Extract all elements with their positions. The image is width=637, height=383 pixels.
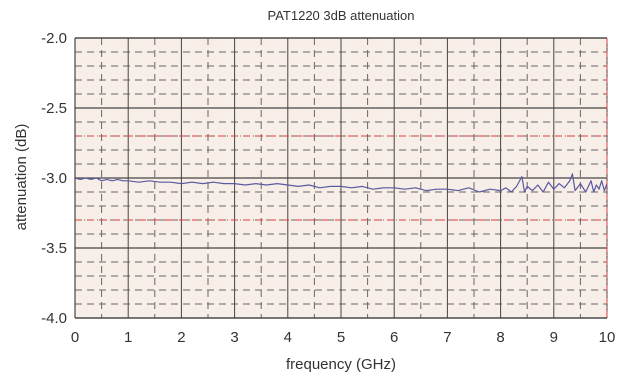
y-tick-label: -2.5 [41, 100, 67, 117]
x-tick-label: 0 [71, 329, 79, 346]
y-tick-label: -2.0 [41, 30, 67, 47]
x-tick-labels: 0 1 2 3 4 5 6 7 8 9 10 [71, 329, 616, 346]
y-tick-label: -4.0 [41, 310, 67, 327]
y-axis-label: attenuation (dB) [13, 124, 30, 231]
plot-frame [74, 37, 607, 319]
x-tick-label: 7 [443, 329, 451, 346]
x-tick-label: 1 [124, 329, 132, 346]
x-tick-label: 2 [177, 329, 185, 346]
x-tick-label: 10 [599, 329, 616, 346]
x-tick-label: 4 [284, 329, 292, 346]
x-tick-label: 3 [230, 329, 238, 346]
y-tick-label: -3.5 [41, 240, 67, 257]
y-tick-labels: -2.0 -2.5 -3.0 -3.5 -4.0 [41, 30, 67, 327]
x-tick-label: 6 [390, 329, 398, 346]
chart-title: PAT1220 3dB attenuation [268, 8, 415, 23]
series-lines [74, 173, 608, 193]
limit-lines [75, 38, 608, 318]
x-tick-label: 8 [496, 329, 504, 346]
series-line-0 [74, 173, 608, 193]
x-tick-label: 5 [337, 329, 345, 346]
x-tick-label: 9 [550, 329, 558, 346]
y-tick-label: -3.0 [41, 170, 67, 187]
x-axis-label: frequency (GHz) [286, 356, 396, 373]
